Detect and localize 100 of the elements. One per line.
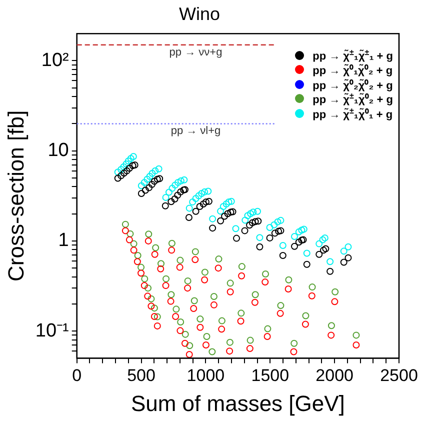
point (168, 246, 176, 254)
point (303, 260, 310, 268)
point (352, 332, 360, 339)
point (262, 270, 270, 278)
point (201, 276, 208, 284)
point (144, 176, 151, 183)
point (291, 242, 298, 250)
point (131, 161, 138, 168)
point (144, 237, 152, 244)
point (172, 306, 180, 313)
point (264, 325, 272, 332)
point (271, 230, 278, 237)
point (218, 326, 226, 333)
point (217, 217, 224, 224)
point (129, 162, 136, 170)
point (144, 284, 152, 292)
point (184, 284, 192, 292)
point (228, 198, 235, 205)
point (196, 203, 204, 210)
point (176, 264, 184, 271)
x-tick-label: 1000 (186, 366, 225, 386)
point (146, 172, 154, 180)
point (221, 212, 228, 220)
point (238, 310, 245, 317)
point (210, 292, 218, 300)
point (177, 188, 184, 196)
point (208, 348, 216, 356)
point (251, 298, 258, 306)
point (168, 198, 175, 206)
x-tick-label: 500 (127, 366, 156, 386)
point (114, 174, 122, 182)
point (316, 240, 323, 248)
point (145, 230, 152, 238)
point (130, 240, 138, 248)
point (122, 160, 130, 168)
point (148, 180, 156, 188)
point (290, 340, 298, 347)
point (180, 176, 188, 184)
point (177, 318, 184, 326)
point (167, 298, 174, 305)
point (152, 244, 160, 252)
point (186, 342, 194, 350)
point (319, 236, 326, 244)
point (279, 252, 286, 259)
ref-line-label: pp → νν+g (169, 46, 222, 58)
point (270, 221, 278, 228)
point (162, 275, 170, 282)
point (150, 313, 158, 320)
point (168, 240, 176, 247)
point (285, 276, 292, 284)
point (264, 333, 271, 340)
point (232, 225, 240, 232)
point (256, 234, 264, 242)
point (168, 291, 175, 298)
point (172, 182, 179, 189)
point (277, 216, 284, 224)
point (248, 219, 256, 226)
point (201, 268, 208, 276)
point (138, 182, 145, 190)
point (352, 342, 360, 349)
point (275, 228, 282, 235)
point (200, 200, 207, 208)
point (247, 210, 254, 218)
point (215, 256, 222, 263)
point (250, 208, 257, 216)
chart-title: Wino (178, 4, 220, 24)
point (126, 230, 134, 238)
legend-label: pp → χ̃$^{±}$₁χ̃$^{±}$₁ + g (312, 48, 393, 63)
point (122, 227, 129, 234)
point (201, 188, 208, 196)
legend-label: pp → χ̃⁰₂χ̃⁰₂ + g (312, 78, 393, 92)
point (277, 227, 284, 234)
point (120, 163, 128, 170)
point (241, 227, 248, 234)
point (209, 224, 216, 232)
point (120, 170, 128, 177)
point (331, 298, 338, 306)
point (146, 184, 153, 192)
point (316, 250, 323, 258)
point (118, 166, 125, 173)
point (154, 322, 161, 330)
point (154, 313, 161, 320)
point (162, 194, 170, 201)
point (246, 222, 254, 229)
x-tick-label: 0 (72, 366, 82, 386)
point (144, 292, 152, 300)
point (130, 153, 137, 160)
point (340, 258, 348, 266)
point (186, 350, 193, 358)
point (328, 322, 335, 330)
point (184, 277, 192, 284)
point (266, 234, 274, 242)
point (279, 242, 286, 250)
point (126, 236, 133, 244)
point (217, 208, 224, 215)
point (210, 301, 218, 308)
x-tick-label: 2500 (380, 366, 418, 386)
point (176, 256, 184, 264)
point (227, 208, 234, 216)
point (174, 192, 182, 199)
